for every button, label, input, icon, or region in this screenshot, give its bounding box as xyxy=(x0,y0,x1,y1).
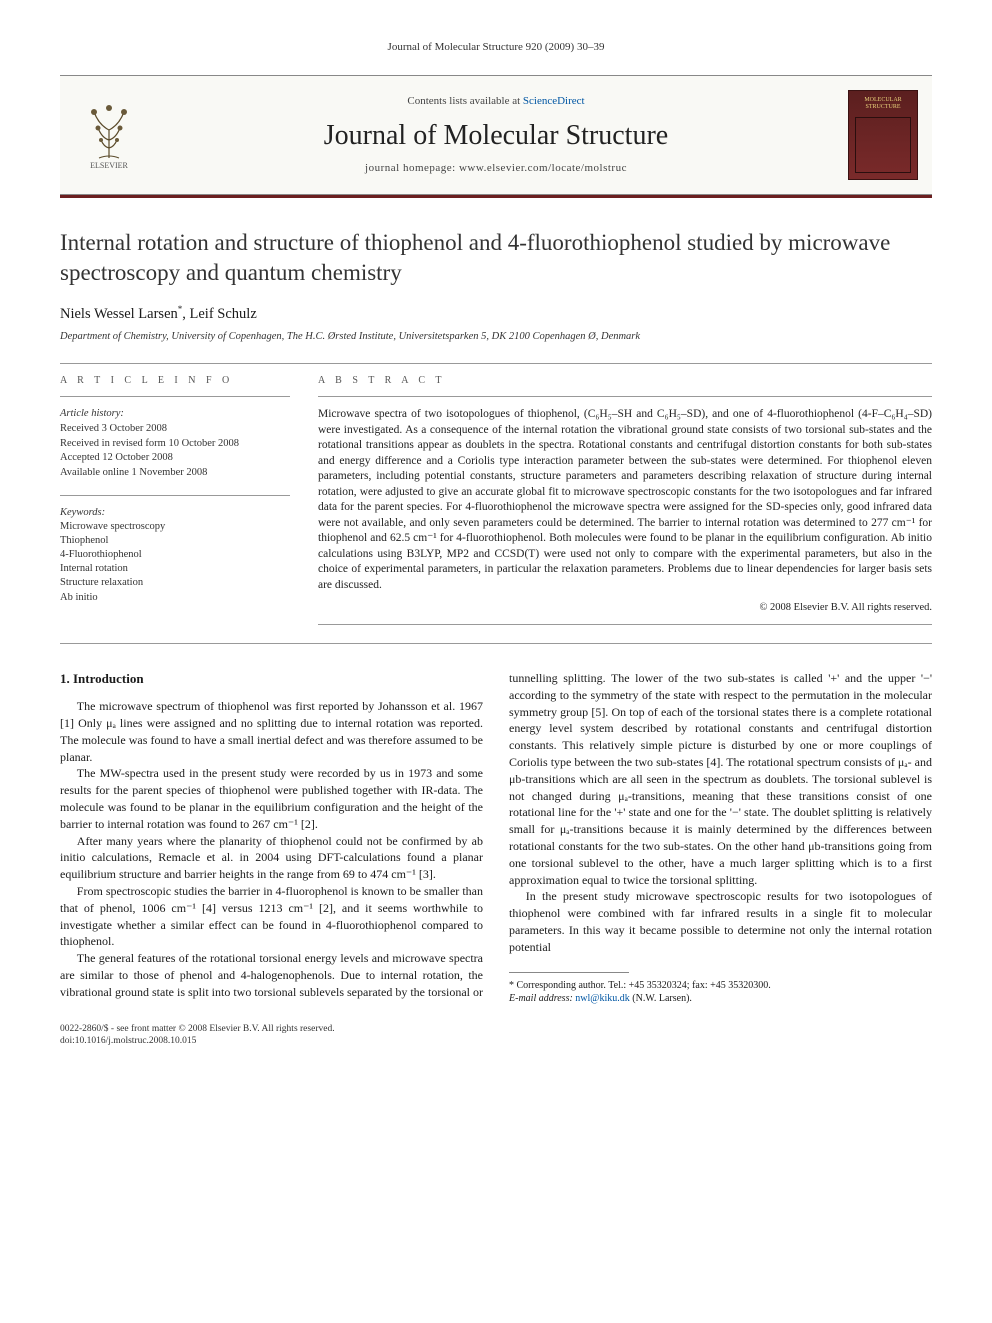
keyword-item: Structure relaxation xyxy=(60,576,290,590)
kw-rule xyxy=(60,495,290,496)
history-label: Article history: xyxy=(60,407,290,422)
abstract-text: Microwave spectra of two isotopologues o… xyxy=(318,407,932,593)
intro-paragraph: In the present study microwave spectrosc… xyxy=(509,888,932,955)
contents-availability: Contents lists available at ScienceDirec… xyxy=(156,94,836,109)
corresponding-author-footnote: * Corresponding author. Tel.: +45 353203… xyxy=(509,979,932,1005)
footer-doi: doi:10.1016/j.molstruc.2008.10.015 xyxy=(60,1035,932,1047)
info-rule xyxy=(60,396,290,397)
cover-image-placeholder xyxy=(855,117,911,173)
contents-prefix: Contents lists available at xyxy=(407,95,522,107)
cover-line2: STRUCTURE xyxy=(865,104,900,110)
footnote-corr: * Corresponding author. Tel.: +45 353203… xyxy=(509,979,932,992)
header-rule xyxy=(60,195,932,198)
keyword-item: Thiophenol xyxy=(60,534,290,548)
keywords-block: Keywords: Microwave spectroscopy Thiophe… xyxy=(60,506,290,605)
author-2: Leif Schulz xyxy=(190,306,257,322)
abstract-copyright: © 2008 Elsevier B.V. All rights reserved… xyxy=(318,601,932,616)
keyword-item: Internal rotation xyxy=(60,562,290,576)
running-head: Journal of Molecular Structure 920 (2009… xyxy=(60,40,932,55)
corresponding-mark: * xyxy=(178,304,183,314)
sciencedirect-link[interactable]: ScienceDirect xyxy=(523,95,585,107)
keyword-item: 4-Fluorothiophenol xyxy=(60,548,290,562)
authors-line: Niels Wessel Larsen*, Leif Schulz xyxy=(60,304,932,324)
abstract-heading: A B S T R A C T xyxy=(318,374,932,388)
keyword-item: Ab initio xyxy=(60,591,290,605)
article-title: Internal rotation and structure of thiop… xyxy=(60,228,932,288)
article-body: 1. Introduction The microwave spectrum o… xyxy=(60,670,932,1005)
cover-line1: MOLECULAR xyxy=(864,97,901,103)
footnote-email-link[interactable]: nwl@kiku.dk xyxy=(575,993,630,1004)
footer-front-matter: 0022-2860/$ - see front matter © 2008 El… xyxy=(60,1023,932,1035)
meta-rule-bottom xyxy=(60,643,932,644)
elsevier-tree-icon xyxy=(84,100,134,160)
intro-paragraph: The MW-spectra used in the present study… xyxy=(60,765,483,832)
footnote-email-who: (N.W. Larsen). xyxy=(632,993,692,1004)
history-received: Received 3 October 2008 xyxy=(60,422,290,437)
article-footer: 0022-2860/$ - see front matter © 2008 El… xyxy=(60,1023,932,1048)
footnote-email-label: E-mail address: xyxy=(509,993,573,1004)
keyword-item: Microwave spectroscopy xyxy=(60,520,290,534)
journal-header-bar: ELSEVIER Contents lists available at Sci… xyxy=(60,75,932,195)
history-accepted: Accepted 12 October 2008 xyxy=(60,451,290,466)
journal-homepage: journal homepage: www.elsevier.com/locat… xyxy=(156,161,836,176)
footnote-separator xyxy=(509,972,629,973)
publisher-logo-label: ELSEVIER xyxy=(90,160,128,171)
journal-cover-thumbnail: MOLECULARSTRUCTURE xyxy=(848,90,918,180)
article-info-heading: A R T I C L E I N F O xyxy=(60,374,290,388)
journal-title: Journal of Molecular Structure xyxy=(156,116,836,155)
meta-rule-top xyxy=(60,363,932,364)
abstract-rule xyxy=(318,396,932,397)
abstract-rule-bottom xyxy=(318,624,932,625)
section-heading-introduction: 1. Introduction xyxy=(60,670,483,688)
article-history: Article history: Received 3 October 2008… xyxy=(60,407,290,480)
intro-paragraph: The microwave spectrum of thiophenol was… xyxy=(60,698,483,765)
intro-paragraph: From spectroscopic studies the barrier i… xyxy=(60,883,483,950)
history-online: Available online 1 November 2008 xyxy=(60,466,290,481)
author-1: Niels Wessel Larsen xyxy=(60,306,178,322)
intro-paragraph: After many years where the planarity of … xyxy=(60,833,483,883)
keywords-label: Keywords: xyxy=(60,506,290,520)
history-revised: Received in revised form 10 October 2008 xyxy=(60,437,290,452)
publisher-logo: ELSEVIER xyxy=(74,90,144,180)
affiliation: Department of Chemistry, University of C… xyxy=(60,330,932,345)
